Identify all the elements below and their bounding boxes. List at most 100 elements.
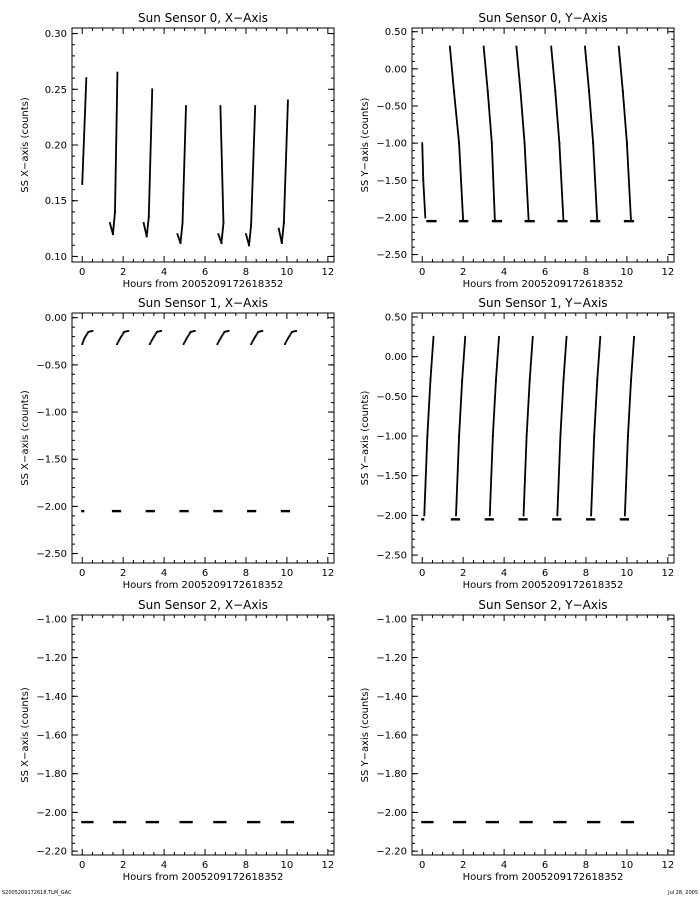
data-point — [560, 409, 563, 412]
data-point — [422, 182, 425, 185]
data-point — [628, 417, 630, 420]
data-point — [493, 416, 495, 418]
data-point — [220, 151, 223, 154]
data-point — [115, 118, 118, 120]
y-tick-label: −1.00 — [36, 614, 67, 625]
data-point — [561, 202, 564, 205]
data-point — [83, 337, 86, 340]
data-point — [286, 129, 288, 132]
data-point — [283, 196, 286, 199]
data-point — [486, 90, 489, 93]
data-point — [490, 139, 493, 141]
data-point — [426, 441, 429, 444]
data-point — [147, 211, 150, 214]
data-point — [626, 460, 628, 463]
data-point — [516, 56, 519, 59]
data-point — [553, 85, 556, 88]
x-tick-label: 8 — [583, 568, 589, 579]
data-point — [424, 497, 426, 499]
data-point — [283, 195, 286, 197]
data-point — [561, 193, 563, 195]
data-point — [557, 131, 560, 134]
x-axis-label: Hours from 2005209172618352 — [463, 872, 624, 883]
data-point — [524, 476, 526, 479]
data-point — [490, 479, 493, 482]
data-point — [178, 239, 181, 241]
data-point — [463, 347, 466, 350]
data-point — [559, 164, 562, 167]
data-point — [491, 436, 494, 439]
data-point — [148, 205, 150, 208]
data-point — [182, 177, 185, 180]
data-point — [455, 112, 458, 115]
data-point — [622, 101, 625, 104]
data-point — [115, 108, 118, 111]
data-point — [555, 102, 558, 105]
data-point — [591, 492, 593, 495]
data-point — [462, 361, 465, 364]
data-point — [428, 404, 430, 407]
data-point — [560, 175, 563, 178]
data-point — [459, 411, 462, 414]
data-point — [455, 508, 458, 510]
x-tick-label: 10 — [621, 568, 634, 579]
data-point — [627, 428, 630, 431]
data-point — [626, 446, 629, 449]
data-point — [527, 207, 529, 210]
data-point — [112, 233, 114, 236]
data-point — [115, 114, 118, 117]
data-point — [561, 197, 564, 200]
data-point — [425, 465, 428, 468]
data-point — [517, 71, 520, 73]
data-point — [564, 345, 567, 348]
data-point — [460, 384, 463, 387]
data-point — [221, 182, 224, 184]
data-point — [456, 120, 458, 122]
data-point — [593, 169, 596, 172]
data-point — [280, 238, 283, 241]
data-point — [496, 355, 499, 358]
data-point — [491, 145, 493, 148]
data-point — [599, 335, 602, 338]
data-point — [254, 113, 256, 115]
data-point — [559, 436, 562, 439]
data-point — [631, 358, 634, 361]
data-point — [553, 79, 556, 81]
data-point — [285, 160, 287, 162]
data-point — [527, 408, 530, 410]
data-point — [493, 400, 496, 402]
data-point — [423, 511, 426, 514]
data-point — [282, 226, 285, 229]
data-point — [489, 487, 492, 490]
data-point — [530, 355, 533, 358]
x-tick-label: 4 — [501, 860, 507, 871]
data-point — [184, 114, 187, 117]
data-point — [527, 210, 530, 213]
data-point — [589, 101, 591, 104]
data-point — [629, 205, 632, 208]
data-point — [590, 118, 593, 121]
data-point — [531, 339, 534, 341]
data-point — [562, 213, 565, 216]
data-point — [631, 353, 634, 356]
data-point — [83, 128, 86, 131]
data-point — [628, 186, 631, 189]
data-point — [431, 355, 434, 358]
data-point — [81, 176, 84, 179]
data-point — [217, 233, 220, 236]
data-point — [83, 126, 86, 129]
data-point — [524, 161, 527, 164]
data-point — [552, 74, 555, 77]
data-point — [461, 376, 464, 379]
data-point — [182, 202, 185, 205]
data-point — [487, 101, 490, 104]
data-point — [593, 435, 596, 437]
data-point — [559, 169, 562, 172]
data-point — [117, 340, 120, 343]
data-point — [594, 175, 596, 178]
data-point — [463, 340, 466, 343]
data-point — [488, 107, 490, 110]
data-point — [523, 140, 526, 143]
data-point — [429, 384, 432, 387]
data-point — [431, 358, 433, 361]
